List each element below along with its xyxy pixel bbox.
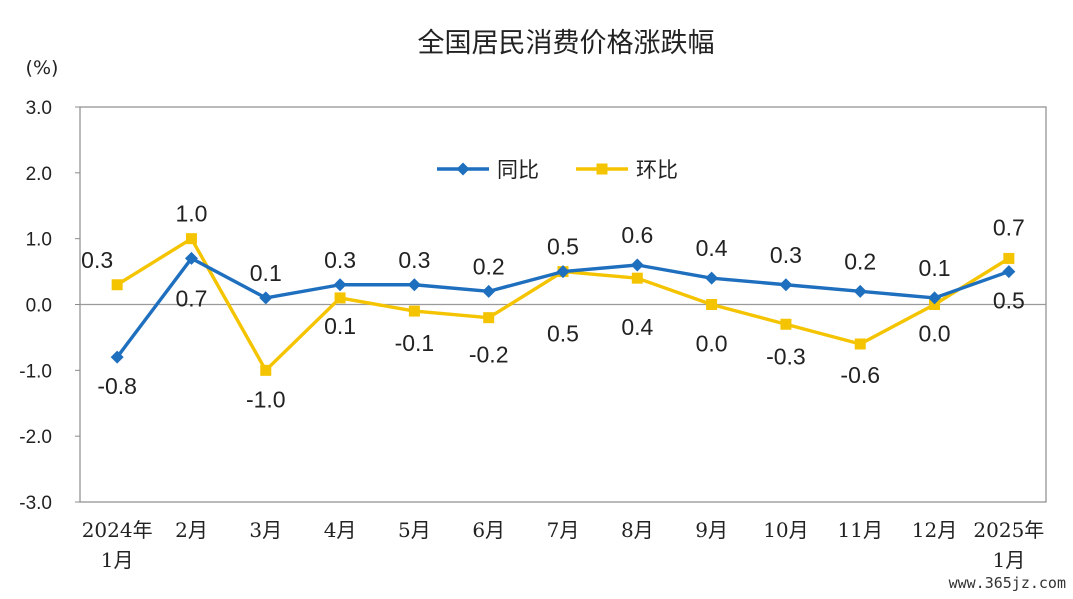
point-mom [929, 299, 941, 310]
data-label-mom: -0.3 [766, 343, 806, 369]
point-mom [260, 364, 272, 376]
data-label-yoy: 0.2 [473, 253, 505, 279]
data-label-yoy: 0.3 [770, 242, 802, 268]
y-tick-label: 2.0 [26, 164, 52, 185]
data-label-mom: 0.5 [547, 321, 579, 347]
series-layer [110, 233, 1016, 376]
x-tick-label: 7月 [547, 518, 580, 542]
point-yoy [928, 291, 942, 305]
x-tick-label: 12月 [912, 518, 957, 542]
y-tick-label: 1.0 [26, 230, 52, 251]
point-yoy [556, 265, 570, 279]
data-label-yoy: 0.2 [844, 248, 876, 274]
data-label-mom: -0.1 [395, 330, 435, 356]
point-mom [780, 318, 792, 330]
data-label-yoy: 0.6 [621, 222, 653, 248]
y-tick-label: -3.0 [19, 493, 52, 514]
y-tick-label: -2.0 [19, 427, 52, 448]
point-yoy [407, 278, 421, 292]
x-axis: 2024年 1月 2月 3月 4月 5月 6月 7月 8月 9月 10月 11月 12月 2025年 1月 [82, 518, 1045, 572]
y-tick-label: 3.0 [26, 98, 52, 119]
point-mom [631, 272, 643, 284]
data-label-mom: 1.0 [175, 201, 207, 227]
data-label-yoy: 0.1 [919, 255, 951, 281]
point-mom [483, 312, 495, 324]
x-tick-label: 2025年 1月 [973, 518, 1044, 572]
x-tick-label: 4月 [324, 518, 357, 542]
point-yoy [482, 284, 496, 298]
y-tick-label: -1.0 [19, 361, 52, 382]
watermark: www.365jz.com [949, 574, 1066, 592]
data-label-mom: -0.2 [469, 342, 509, 368]
data-label-yoy: 0.7 [175, 285, 207, 311]
point-yoy [110, 350, 124, 364]
point-yoy [630, 258, 644, 272]
data-label-yoy: 0.5 [993, 288, 1025, 314]
point-mom [111, 279, 123, 291]
x-tick-label: 9月 [695, 518, 728, 542]
y-unit-label: (%) [26, 57, 59, 79]
data-label-mom: 0.0 [696, 331, 728, 357]
data-label-mom: -1.0 [246, 386, 286, 412]
chart-title: 全国居民消费价格涨跌幅 [418, 28, 715, 59]
data-label-mom: 0.4 [621, 314, 653, 340]
data-label-mom: 0.7 [993, 214, 1025, 240]
data-label-yoy: 0.3 [324, 247, 356, 273]
data-label-mom: 0.3 [81, 247, 113, 273]
x-tick-label: 11月 [838, 518, 883, 542]
point-yoy [333, 278, 347, 292]
data-label-mom: 0.0 [919, 321, 951, 347]
x-tick-label: 8月 [621, 518, 654, 542]
data-label-yoy: 0.1 [250, 260, 282, 286]
data-label-yoy: 0.4 [696, 235, 728, 261]
point-mom [185, 233, 197, 245]
point-mom [854, 338, 866, 350]
legend: 同比 环比 [437, 158, 678, 182]
point-yoy [184, 251, 198, 265]
point-mom [1003, 252, 1015, 264]
y-tick-label: 0.0 [26, 296, 52, 317]
point-yoy [853, 284, 867, 298]
x-tick-label: 3月 [249, 518, 282, 542]
y-axis: 3.0 2.0 1.0 0.0 -1.0 -2.0 -3.0 [19, 98, 80, 514]
data-label-yoy: -0.8 [97, 373, 137, 399]
legend-marker-yoy [456, 162, 470, 176]
x-tick-label: 2月 [175, 518, 208, 542]
x-tick-label: 6月 [472, 518, 505, 542]
point-yoy [259, 291, 273, 305]
point-yoy [779, 278, 793, 292]
legend-label-mom: 环比 [636, 158, 678, 182]
point-mom [408, 305, 420, 317]
data-label-mom: 0.1 [324, 313, 356, 339]
legend-label-yoy: 同比 [497, 158, 539, 182]
x-tick-label: 2024年 1月 [82, 518, 153, 572]
point-mom [706, 299, 718, 310]
point-mom [334, 292, 346, 304]
data-label-mom: -0.6 [840, 362, 880, 388]
legend-marker-mom [596, 163, 608, 175]
point-yoy [1002, 265, 1016, 279]
point-yoy [705, 271, 719, 285]
x-tick-label: 10月 [763, 518, 808, 542]
x-tick-label: 5月 [398, 518, 431, 542]
data-label-yoy: 0.3 [398, 247, 430, 273]
data-label-yoy: 0.5 [547, 234, 579, 260]
data-labels: -0.8 0.7 0.1 0.3 0.3 0.2 0.5 0.6 0.4 0.3 0.2 0.1 0.5… [81, 201, 1025, 413]
